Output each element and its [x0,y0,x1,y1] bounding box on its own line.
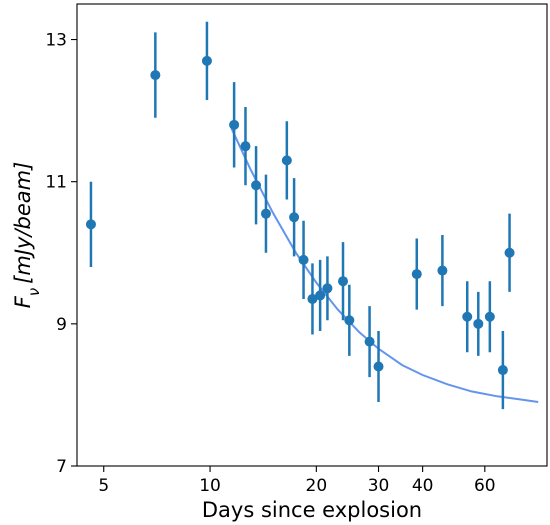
data-point [251,180,262,191]
y-tick-label: 9 [56,315,67,335]
data-point [298,254,309,265]
y-tick-label: 13 [45,31,67,51]
y-axis-label: Fν [mJy/beam] [11,162,43,309]
x-axis-ticks: 5 10 20 30 40 60 [98,466,496,496]
data-point [229,119,240,130]
x-tick-label: 5 [98,476,109,496]
data-point [150,70,161,81]
fit-layer [230,127,539,403]
y-axis-label-units: [mJy/beam] [11,162,35,284]
data-point [462,311,473,322]
x-tick-label: 20 [306,476,328,496]
data-point [473,318,484,329]
x-tick-label: 10 [199,476,221,496]
y-tick-label: 7 [56,457,67,477]
data-point [307,293,318,304]
data-point [504,247,515,258]
data-point [338,276,349,287]
y-axis-label-sub: ν [25,288,43,296]
data-point [437,265,448,276]
data-point [315,290,326,301]
data-point [240,141,251,152]
x-tick-label: 60 [474,476,496,496]
data-point [260,208,271,219]
x-axis-label: Days since explosion [202,498,422,522]
data-point [497,365,508,376]
y-axis-ticks: 7 9 11 13 [45,31,77,477]
data-point [85,219,96,230]
data-point [289,212,300,223]
plot-frame [76,3,548,467]
x-tick-label: 40 [412,476,434,496]
data-point [344,315,355,326]
data-point [364,336,375,347]
data-point [201,55,212,66]
data-point [322,283,333,294]
y-tick-label: 11 [45,173,67,193]
fit-curve [230,127,539,403]
data-point [373,361,384,372]
x-tick-label: 30 [368,476,390,496]
data-point [411,269,422,280]
data-point [281,155,292,166]
y-axis-label-main: F [11,295,35,308]
points-layer [85,21,515,410]
data-point [484,311,495,322]
